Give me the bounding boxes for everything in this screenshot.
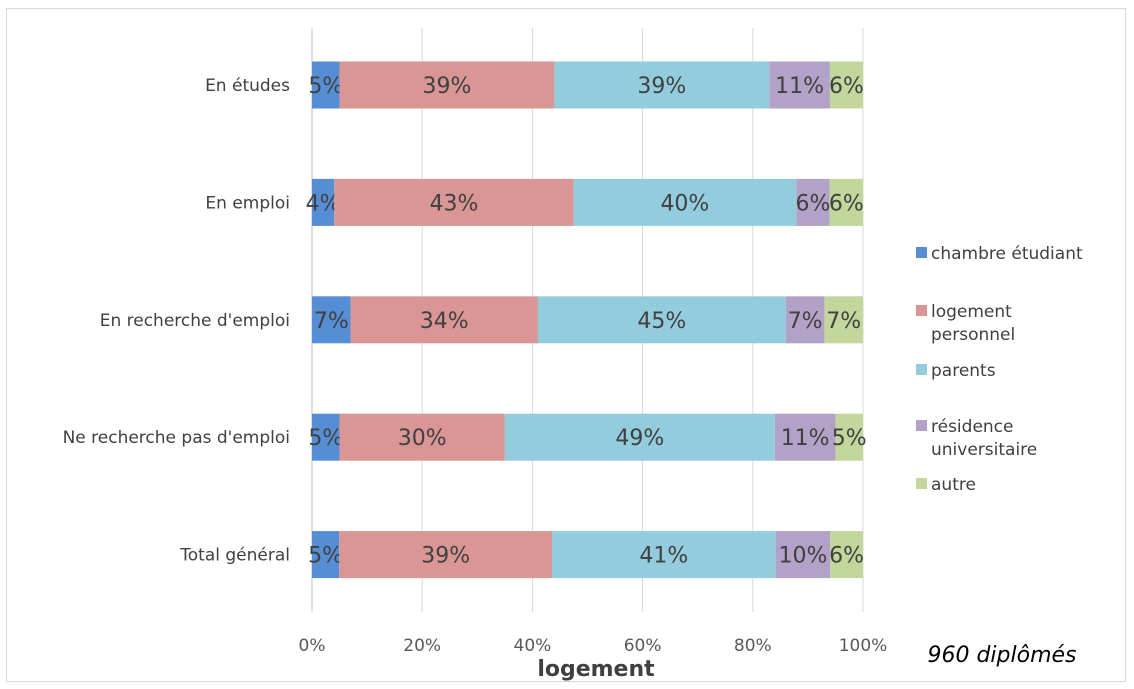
data-label: 11% bbox=[775, 74, 824, 99]
data-label: 30% bbox=[398, 426, 447, 451]
bar-segment bbox=[504, 413, 775, 461]
bar-segment bbox=[824, 296, 863, 344]
bar-segment bbox=[339, 61, 555, 109]
data-label: 49% bbox=[615, 426, 664, 451]
data-label: 6% bbox=[829, 544, 864, 569]
bar-segment bbox=[554, 61, 770, 109]
x-tick-labels: 0% 20% 40% 60% 80% 100% bbox=[299, 636, 888, 656]
bar-segment bbox=[829, 61, 863, 109]
data-label: 7% bbox=[826, 309, 861, 334]
legend-swatch bbox=[916, 420, 927, 431]
bar-segment bbox=[537, 296, 786, 344]
legend-label: résidence bbox=[931, 417, 1014, 437]
gridlines bbox=[311, 28, 864, 612]
legend-swatch bbox=[916, 247, 927, 258]
x-tick-label: 0% bbox=[299, 636, 326, 656]
legend-swatch bbox=[916, 305, 927, 316]
legend-label: chambre étudiant bbox=[931, 244, 1083, 264]
data-label: 39% bbox=[421, 544, 470, 569]
bar-segment bbox=[339, 413, 505, 461]
bar-segment bbox=[312, 296, 351, 344]
bar-segment bbox=[312, 61, 340, 109]
data-label: 6% bbox=[829, 74, 864, 99]
bar-segment bbox=[785, 296, 825, 344]
data-label: 5% bbox=[832, 426, 867, 451]
bar-segment bbox=[835, 413, 863, 461]
x-tick-label: 80% bbox=[734, 636, 772, 656]
data-label: 7% bbox=[314, 309, 349, 334]
sample-size-note: 960 diplômés bbox=[927, 643, 1076, 668]
bar-segment bbox=[552, 531, 776, 579]
data-label: 10% bbox=[779, 544, 828, 569]
category-label: Ne recherche pas d'emploi bbox=[63, 428, 290, 448]
category-labels: En études En emploi En recherche d'emploi N… bbox=[63, 76, 291, 566]
category-label: En recherche d'emploi bbox=[100, 311, 290, 331]
data-label: 43% bbox=[429, 191, 478, 216]
bar-segment bbox=[339, 531, 553, 579]
data-label: 7% bbox=[788, 309, 823, 334]
bar-segment bbox=[312, 178, 335, 226]
data-label: 34% bbox=[420, 309, 469, 334]
legend-label: logement bbox=[931, 302, 1012, 322]
bars: 5% 39% 39% 11% 6%4% 43% 40% 6%6%7% 34% 45% 7% 7%5% 3… bbox=[306, 61, 867, 579]
data-label: 5% bbox=[308, 426, 343, 451]
data-label: 45% bbox=[637, 309, 686, 334]
bar-segment bbox=[334, 178, 574, 226]
bar-segment bbox=[796, 178, 830, 226]
x-tick-label: 40% bbox=[514, 636, 552, 656]
legend-label: autre bbox=[931, 475, 976, 495]
x-tick-label: 60% bbox=[624, 636, 662, 656]
data-label: 39% bbox=[637, 74, 686, 99]
bar-segment bbox=[829, 178, 863, 226]
bar-segment bbox=[312, 531, 340, 579]
x-tick-label: 100% bbox=[839, 636, 888, 656]
legend-label: parents bbox=[931, 361, 996, 381]
bar-segment bbox=[350, 296, 538, 344]
legend-swatch bbox=[916, 364, 927, 375]
bar-segment bbox=[775, 531, 831, 579]
data-label: 5% bbox=[308, 544, 343, 569]
x-axis-title: logement bbox=[537, 657, 655, 682]
data-label: 41% bbox=[639, 544, 688, 569]
bar-segment bbox=[573, 178, 797, 226]
data-label: 11% bbox=[781, 426, 830, 451]
bar-segment bbox=[774, 413, 836, 461]
legend-label: personnel bbox=[931, 325, 1015, 345]
legend: chambre étudiant logement personnel parents… bbox=[916, 244, 1083, 495]
data-label: 40% bbox=[660, 191, 709, 216]
category-label: En emploi bbox=[205, 193, 290, 213]
data-label: 6% bbox=[829, 191, 864, 216]
category-label: Total général bbox=[179, 546, 290, 566]
data-label: 6% bbox=[795, 191, 830, 216]
bar-segment bbox=[312, 413, 340, 461]
legend-label: universitaire bbox=[931, 440, 1037, 460]
data-label: 39% bbox=[423, 74, 472, 99]
category-label: En études bbox=[205, 76, 290, 96]
bar-segment bbox=[769, 61, 830, 109]
legend-swatch bbox=[916, 478, 927, 489]
data-label: 5% bbox=[308, 74, 343, 99]
chart-frame bbox=[6, 8, 1126, 682]
bar-segment bbox=[830, 531, 863, 579]
x-tick-label: 20% bbox=[403, 636, 441, 656]
